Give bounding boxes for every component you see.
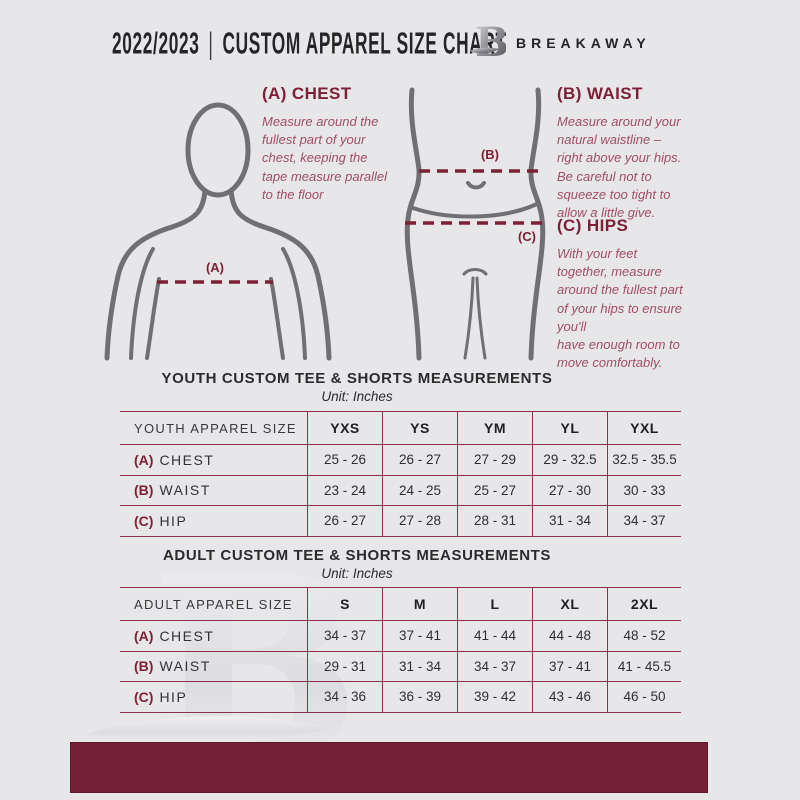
adult-header-row: ADULT APPAREL SIZE S M L XL 2XL	[120, 587, 681, 620]
chest-body: Measure around the fullest part of your …	[262, 114, 388, 202]
row-label-hip: (C) HIP	[120, 682, 307, 712]
cell: 25 - 26	[307, 445, 382, 475]
cell: 26 - 27	[382, 445, 457, 475]
cell: 32.5 - 35.5	[607, 445, 681, 475]
lower-body-figure	[404, 87, 546, 361]
waist-body: Measure around your natural waistline – …	[557, 114, 682, 220]
adult-col-xl: XL	[532, 588, 607, 620]
cell: 25 - 27	[457, 475, 532, 505]
cell: 41 - 44	[457, 621, 532, 651]
title-divider: |	[208, 26, 214, 61]
cell: 34 - 37	[307, 621, 382, 651]
cell: 24 - 25	[382, 475, 457, 505]
cell: 27 - 28	[382, 506, 457, 536]
adult-col-2xl: 2XL	[607, 588, 681, 620]
waist-instructions: (B) WAIST Measure around your natural wa…	[557, 84, 712, 222]
cell: 41 - 45.5	[607, 651, 681, 681]
row-label-hip: (C) HIP	[120, 506, 307, 536]
row-label: CHEST	[159, 451, 215, 468]
cell: 27 - 29	[457, 445, 532, 475]
row-label-waist: (B) WAIST	[120, 476, 307, 506]
row-label: WAIST	[159, 658, 211, 675]
cell: 39 - 42	[457, 682, 532, 712]
breakaway-logo-icon: B	[470, 19, 506, 62]
hips-instructions: (C) HIPS With your feet together, measur…	[557, 216, 712, 372]
brand-lockup: B BREAKAWAY	[470, 18, 651, 62]
table-row: (C) HIP 26 - 27 27 - 28 28 - 31 31 - 34 …	[120, 505, 681, 536]
cell: 44 - 48	[532, 621, 607, 651]
table-row: (C) HIP 34 - 36 36 - 39 39 - 42 43 - 46 …	[120, 681, 681, 712]
adult-size-table: ADULT APPAREL SIZE S M L XL 2XL (A) CHES…	[120, 587, 681, 713]
cell: 48 - 52	[607, 621, 681, 651]
chest-line-label: (A)	[206, 260, 224, 275]
row-prefix: (A)	[134, 627, 154, 644]
chest-heading: (A) CHEST	[262, 84, 352, 103]
cell: 29 - 31	[307, 651, 382, 681]
row-label-chest: (A) CHEST	[120, 621, 307, 651]
page-title: 2022/2023 | CUSTOM APPAREL SIZE CHART	[112, 26, 507, 61]
footer-accent-bar	[70, 742, 708, 793]
cell: 26 - 27	[307, 506, 382, 536]
title-text: CUSTOM APPAREL SIZE CHART	[222, 26, 507, 61]
youth-col-ys: YS	[382, 412, 457, 444]
cell: 43 - 46	[532, 682, 607, 712]
row-prefix: (C)	[134, 688, 154, 705]
cell: 23 - 24	[307, 475, 382, 505]
hip-line-label: (C)	[518, 229, 536, 244]
table-row: (A) CHEST 34 - 37 37 - 41 41 - 44 44 - 4…	[120, 620, 681, 651]
chest-instructions: (A) CHEST Measure around the fullest par…	[262, 84, 442, 204]
youth-section-title: YOUTH CUSTOM TEE & SHORTS MEASUREMENTS	[161, 370, 553, 387]
cell: 34 - 37	[607, 506, 681, 536]
waist-heading: (B) WAIST	[557, 84, 643, 103]
cell: 31 - 34	[382, 651, 457, 681]
cell: 31 - 34	[532, 506, 607, 536]
youth-size-header-cell: YOUTH APPAREL SIZE	[134, 420, 297, 436]
cell: 30 - 33	[607, 475, 681, 505]
cell: 28 - 31	[457, 506, 532, 536]
adult-col-m: M	[382, 588, 457, 620]
brand-name: BREAKAWAY	[516, 35, 651, 51]
cell: 37 - 41	[532, 651, 607, 681]
cell: 36 - 39	[382, 682, 457, 712]
youth-size-table: YOUTH APPAREL SIZE YXS YS YM YL YXL (A) …	[120, 411, 681, 537]
adult-size-header-cell: ADULT APPAREL SIZE	[134, 596, 293, 612]
adult-col-s: S	[307, 588, 382, 620]
cell: 37 - 41	[382, 621, 457, 651]
hips-body: With your feet together, measure around …	[557, 246, 683, 371]
row-prefix: (B)	[134, 482, 154, 499]
youth-col-yxl: YXL	[607, 412, 681, 444]
youth-col-yxs: YXS	[307, 412, 382, 444]
row-label-waist: (B) WAIST	[120, 652, 307, 682]
table-row: (A) CHEST 25 - 26 26 - 27 27 - 29 29 - 3…	[120, 444, 681, 475]
row-prefix: (C)	[134, 512, 154, 529]
adult-section-title: ADULT CUSTOM TEE & SHORTS MEASUREMENTS	[162, 547, 552, 564]
row-label: CHEST	[159, 627, 215, 644]
cell: 27 - 30	[532, 475, 607, 505]
table-row: (B) WAIST 29 - 31 31 - 34 34 - 37 37 - 4…	[120, 650, 681, 682]
row-label: HIP	[159, 688, 188, 705]
youth-col-ym: YM	[457, 412, 532, 444]
waist-line-label: (B)	[481, 147, 499, 162]
adult-section-unit: Unit: Inches	[321, 566, 393, 581]
hips-heading: (C) HIPS	[557, 216, 629, 235]
cell: 34 - 36	[307, 682, 382, 712]
youth-header-row: YOUTH APPAREL SIZE YXS YS YM YL YXL	[120, 411, 681, 444]
youth-section-unit: Unit: Inches	[321, 389, 393, 404]
adult-col-l: L	[457, 588, 532, 620]
upper-body-figure	[104, 102, 332, 361]
youth-col-yl: YL	[532, 412, 607, 444]
row-label: WAIST	[159, 482, 211, 499]
svg-text:B: B	[475, 19, 506, 62]
table-row: (B) WAIST 23 - 24 24 - 25 25 - 27 27 - 3…	[120, 474, 681, 506]
title-year: 2022/2023	[112, 26, 200, 61]
row-label: HIP	[159, 512, 188, 529]
row-prefix: (A)	[134, 451, 154, 468]
row-label-chest: (A) CHEST	[120, 445, 307, 475]
cell: 46 - 50	[607, 682, 681, 712]
cell: 34 - 37	[457, 651, 532, 681]
cell: 29 - 32.5	[532, 445, 607, 475]
row-prefix: (B)	[134, 658, 154, 675]
